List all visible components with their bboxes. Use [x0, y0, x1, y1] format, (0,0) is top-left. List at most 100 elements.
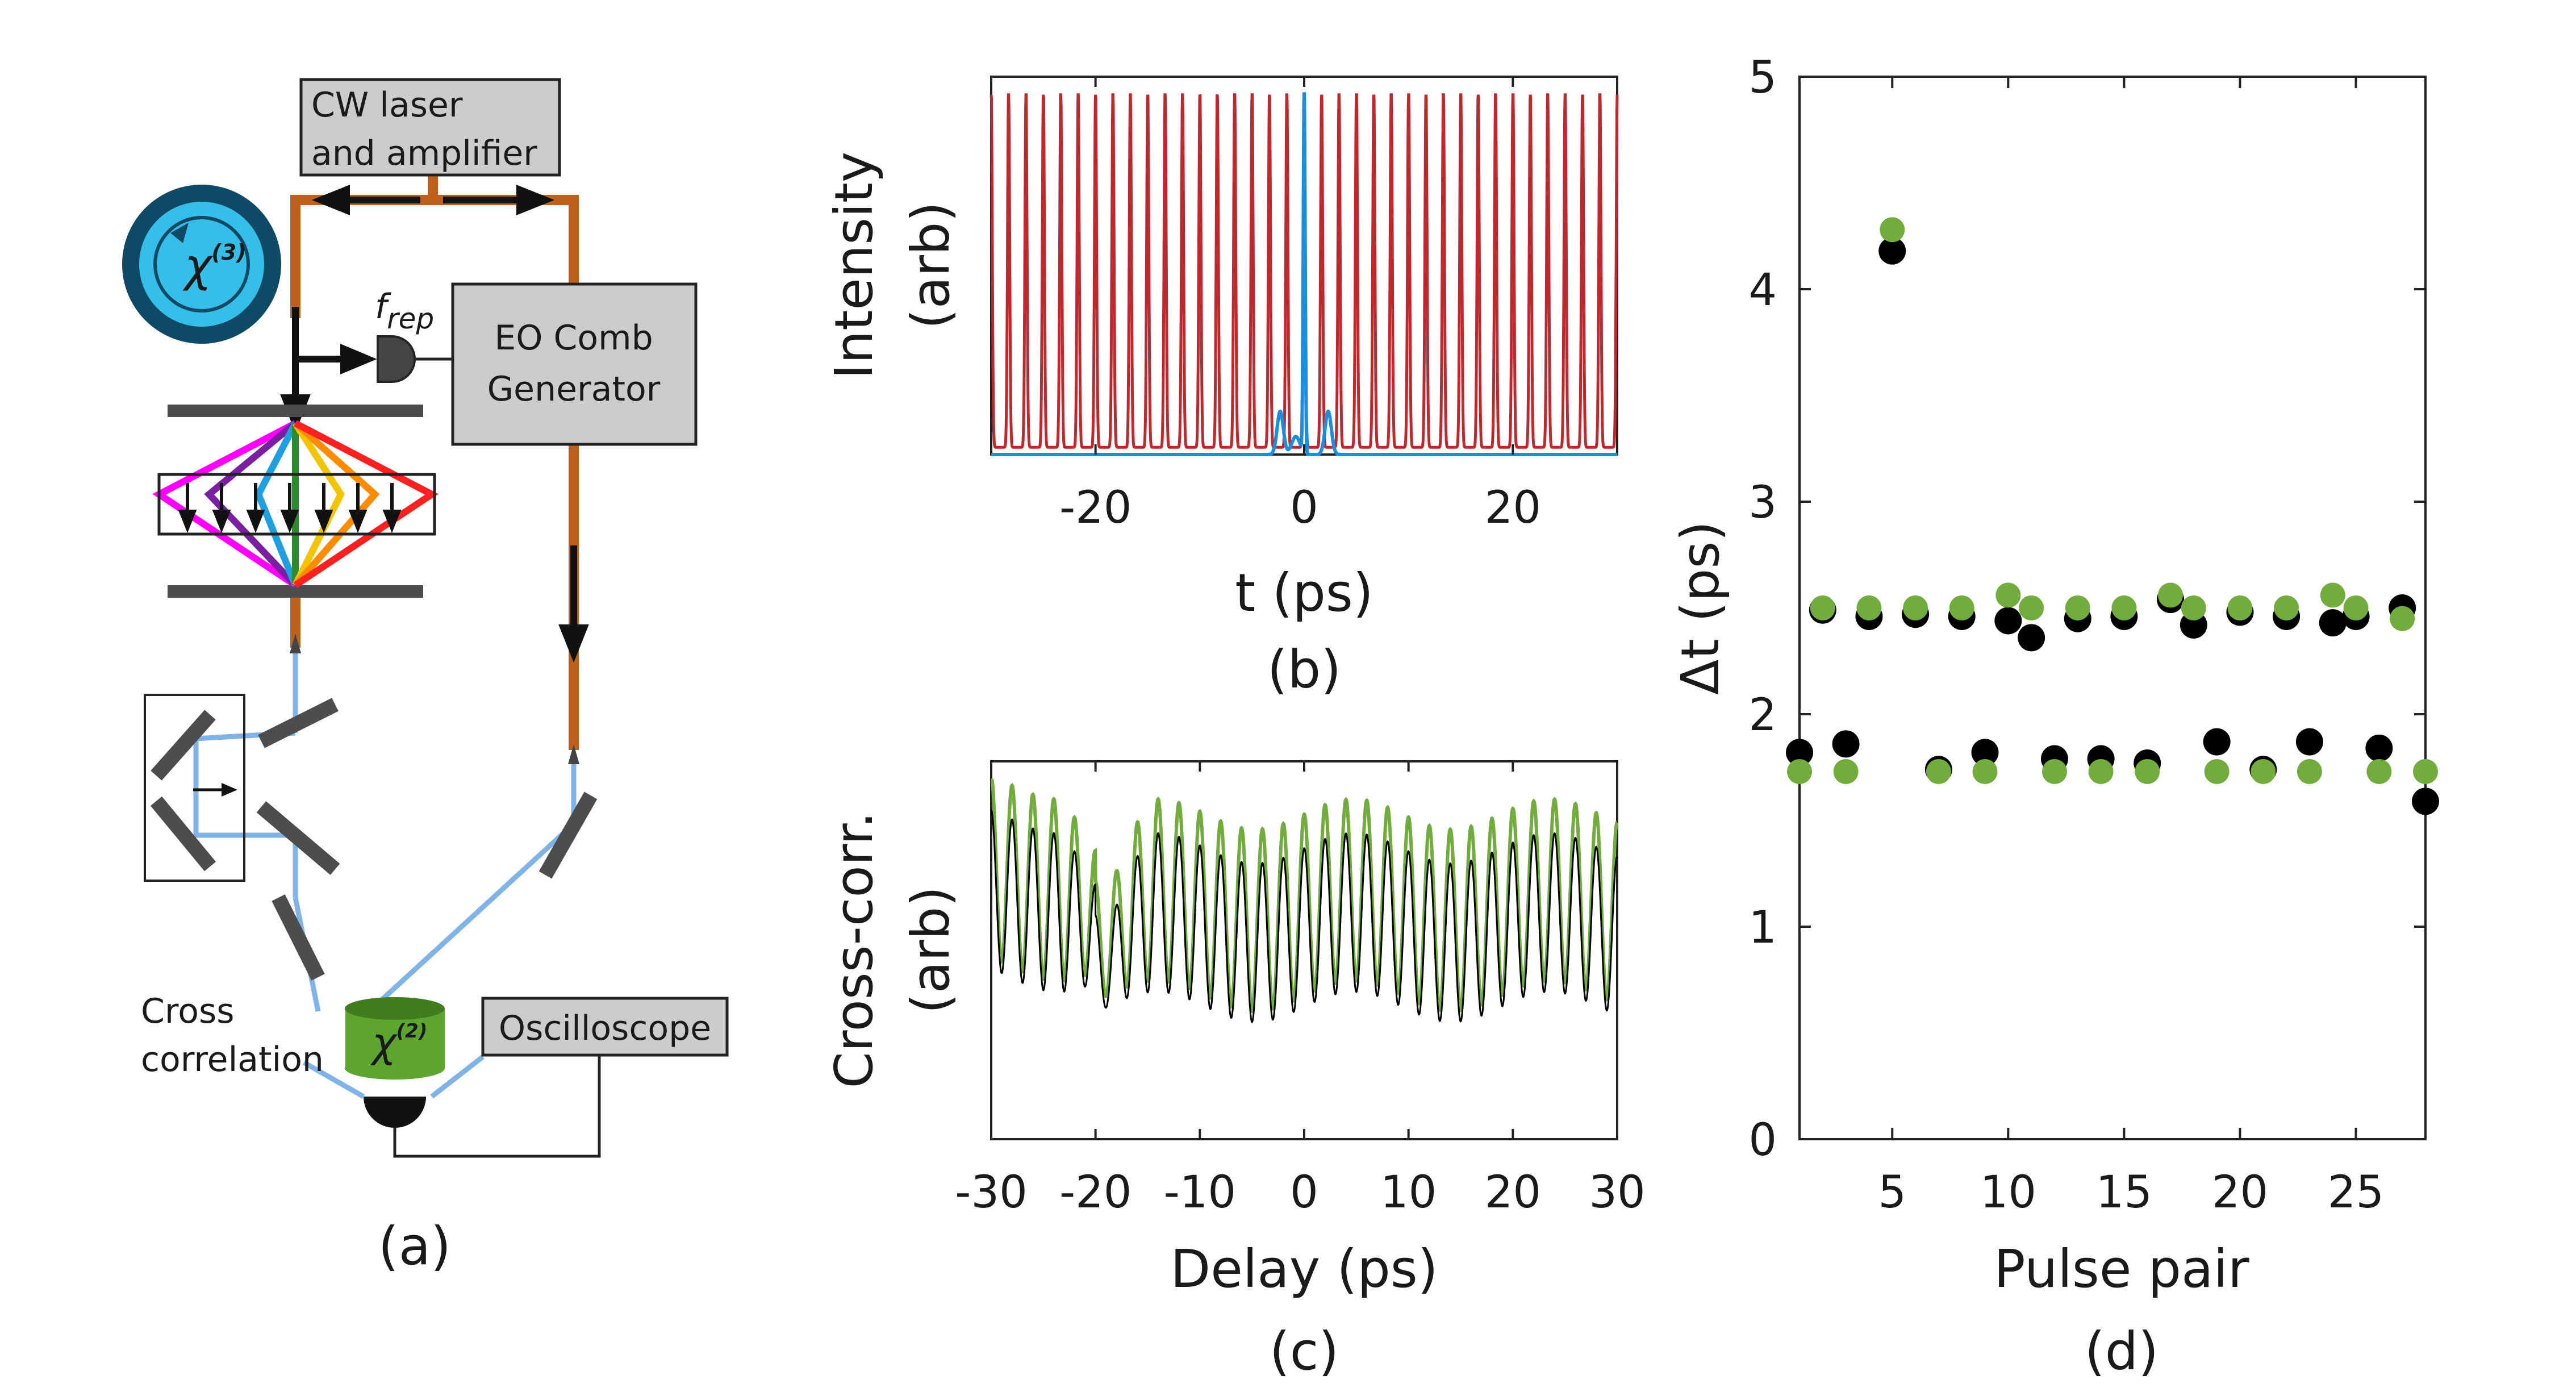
d-point-green [1972, 759, 1998, 784]
d-xtick-label: 20 [2212, 1167, 2268, 1218]
d-point-green [1995, 582, 2021, 608]
fiber-arrows [280, 185, 589, 663]
b-xtick-label: 20 [1485, 482, 1541, 534]
chi2-label: χ(2) [370, 1019, 427, 1066]
d-point-green [2041, 759, 2067, 784]
mirror-5 [272, 894, 325, 981]
cw-laser-label-2: and amplifier [311, 134, 537, 173]
d-point-green [1949, 595, 1974, 620]
b-panel-label: (b) [1267, 639, 1341, 700]
slm-box [157, 473, 436, 536]
d-point-black [1878, 237, 1906, 265]
d-ytick-label: 3 [1748, 477, 1777, 528]
d-point-green [2181, 595, 2206, 620]
d-point-green [2251, 759, 2276, 784]
free-space-beams [193, 653, 577, 1099]
eo-comb-box [451, 282, 698, 446]
c-xtick-label: -10 [1164, 1167, 1236, 1218]
d-ytick-label: 5 [1748, 52, 1777, 103]
eo-comb-label-2: Generator [487, 369, 661, 409]
d-point-green [2135, 759, 2160, 784]
c-ylabel-1: Cross-corr. [824, 811, 884, 1088]
d-point-green [1880, 217, 1905, 243]
eo-comb-label-1: EO Comb [494, 318, 653, 358]
mirror-1 [151, 710, 216, 781]
d-point-green [1903, 595, 1928, 620]
d-ytick-label: 0 [1748, 1115, 1777, 1166]
d-point-green [1833, 759, 1859, 784]
d-ytick-label: 2 [1748, 690, 1777, 741]
d-point-green [2088, 759, 2114, 784]
delay-stage-box [144, 694, 245, 882]
d-xtick-label: 10 [1980, 1167, 2036, 1218]
d-point-green [2413, 759, 2438, 784]
d-point-green [2227, 595, 2253, 620]
collimator-right [568, 744, 579, 764]
d-ylabel: Δt (ps) [1670, 521, 1731, 695]
d-point-green [2065, 595, 2090, 620]
d-point-green [2019, 595, 2044, 620]
d-point-black [2412, 787, 2439, 815]
oscilloscope-box [481, 997, 729, 1057]
c-ylabel-2: (arb) [900, 886, 961, 1014]
photodiode [377, 335, 453, 383]
panel-d-scatter-chart: 5 10 15 20 25 0 1 2 3 4 5 Pulse pair Δt (ps) (d) [1670, 52, 2439, 1382]
d-point-green [2343, 595, 2369, 620]
mirror-3 [258, 698, 339, 748]
d-ytick-label: 4 [1748, 265, 1777, 316]
d-point-black [2203, 728, 2231, 756]
cross-correlation-label-2: correlation [141, 1040, 324, 1080]
grating-bottom [168, 585, 423, 598]
mirror-4 [256, 801, 340, 875]
cross-correlation-label-1: Cross [141, 991, 234, 1031]
d-point-black [2319, 609, 2347, 637]
d-xlabel: Pulse pair [1994, 1239, 2249, 1299]
b-xtick-label: -20 [1059, 482, 1132, 534]
d-xtick-label: 5 [1878, 1167, 1906, 1218]
chi3-microring: χ(3) [122, 185, 281, 344]
d-point-black [2365, 734, 2393, 762]
d-point-black [1994, 607, 2022, 635]
d-point-black [1971, 739, 1999, 766]
panel-a-label: (a) [378, 1216, 451, 1277]
c-xtick-label: 20 [1485, 1167, 1541, 1218]
mirrors [150, 698, 598, 981]
b-xlabel: t (ps) [1235, 562, 1373, 623]
d-point-green [2158, 582, 2183, 608]
c-series-green [990, 778, 1619, 1014]
d-point-green [2320, 582, 2345, 608]
c-xtick-label: 10 [1380, 1167, 1437, 1218]
panel-a-schematic: CW laser and amplifier EO Comb Generator… [122, 78, 729, 1277]
detector [364, 1097, 426, 1128]
d-xtick-label: 25 [2328, 1167, 2384, 1218]
d-point-black [1832, 730, 1860, 758]
c-xtick-label: -30 [955, 1167, 1027, 1218]
detector-wire [393, 1054, 601, 1158]
d-point-black [1786, 739, 1813, 766]
cw-laser-box [299, 78, 561, 177]
c-panel-label: (c) [1270, 1321, 1339, 1382]
grating-top [168, 405, 423, 417]
frep-label: frep [375, 287, 434, 335]
c-xtick-label: 0 [1290, 1167, 1318, 1218]
c-xlabel: Delay (ps) [1170, 1239, 1438, 1299]
d-point-green [2366, 759, 2392, 784]
panel-c-crosscorr-chart: -30 -20 -10 0 10 20 30 Delay (ps) Cross-corr. … [824, 760, 1646, 1382]
c-xtick-label: 30 [1589, 1167, 1645, 1218]
d-ytick-label: 1 [1748, 902, 1777, 953]
b-ylabel-2: (arb) [900, 202, 961, 329]
d-xtick-label: 15 [2096, 1167, 2152, 1218]
c-series-black [990, 809, 1618, 1023]
mirror-2 [150, 796, 216, 872]
d-point-green [1926, 759, 1951, 784]
d-point-green [2390, 606, 2415, 631]
c-xtick-label: -20 [1059, 1167, 1132, 1218]
b-ylabel-1: Intensity [824, 152, 884, 379]
oscilloscope-label: Oscilloscope [499, 1009, 711, 1048]
chi2-crystal: χ(2) [345, 997, 445, 1080]
panel-b-intensity-chart: -20 0 20 t (ps) Intensity (arb) (b) [824, 76, 1619, 700]
cw-laser-label-1: CW laser [311, 85, 463, 125]
b-xtick-label: 0 [1290, 482, 1318, 534]
d-panel-label: (d) [2085, 1321, 2159, 1382]
